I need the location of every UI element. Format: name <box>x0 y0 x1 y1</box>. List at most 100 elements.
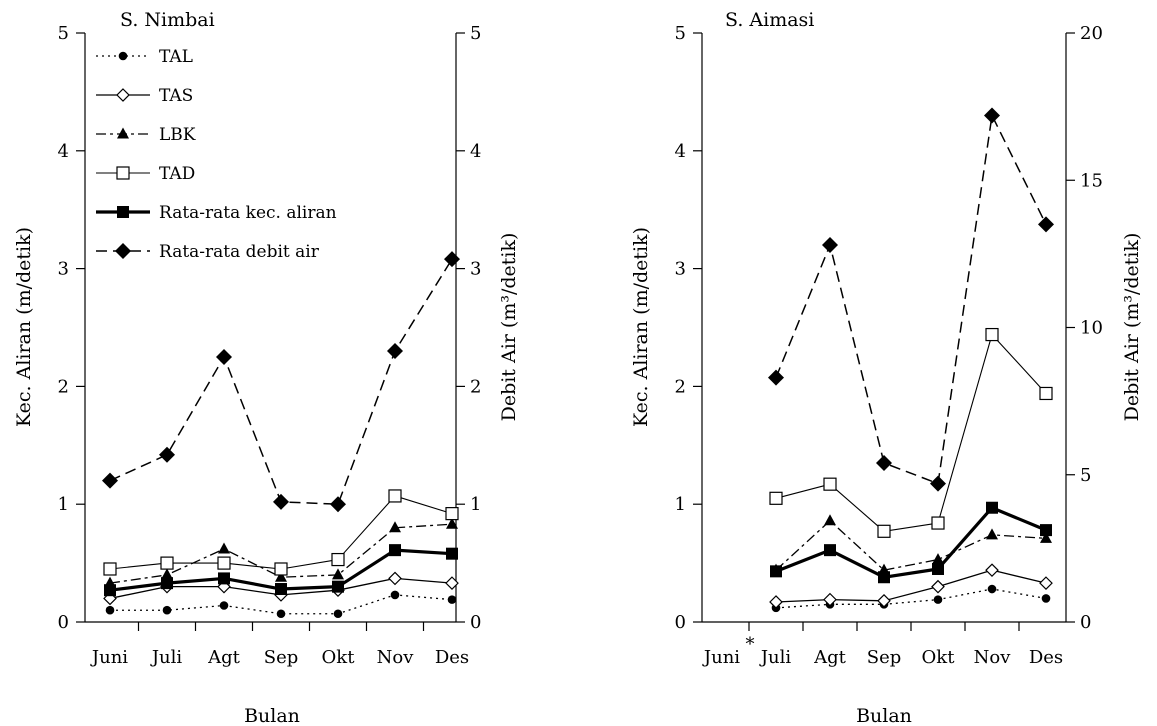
data-point <box>1039 386 1053 401</box>
data-point <box>218 542 230 554</box>
data-point <box>931 516 945 530</box>
series-2 <box>769 563 1053 609</box>
data-point <box>160 556 174 570</box>
data-point <box>446 517 458 529</box>
series-3 <box>770 514 1052 575</box>
y-tick-label-left: 5 <box>675 23 686 44</box>
x-tick-label: Juli <box>759 647 792 668</box>
y-tick-label-left: 3 <box>675 259 686 280</box>
series-line <box>775 114 1047 485</box>
data-point <box>876 454 892 471</box>
series-4 <box>103 489 459 576</box>
y-tick-label-left: 4 <box>675 141 686 162</box>
data-point <box>985 563 999 578</box>
x-tick-asterisk: * <box>746 634 755 655</box>
x-tick-label: Sep <box>867 647 902 668</box>
data-point <box>333 609 343 619</box>
x-tick-label: Agt <box>813 647 847 668</box>
x-tick-label: Nov <box>377 647 415 668</box>
legend-label: TAD <box>159 164 195 184</box>
data-point <box>102 472 118 489</box>
data-point <box>933 595 943 604</box>
y-axis-label-left: Kec. Aliran (m/detik) <box>13 227 35 427</box>
legend-label: TAS <box>159 86 193 106</box>
data-point <box>824 544 836 557</box>
y-tick-label-left: 1 <box>675 494 686 515</box>
data-point <box>984 107 1000 124</box>
data-point <box>162 605 172 615</box>
y-tick-label-left: 5 <box>58 23 69 44</box>
series-line <box>775 334 1047 532</box>
y-tick-label-right: 0 <box>470 612 481 633</box>
y-tick-label-right: 1 <box>470 494 481 515</box>
data-point <box>275 583 287 596</box>
y-tick-label-right: 15 <box>1080 170 1103 191</box>
data-point <box>332 568 344 580</box>
data-point <box>161 568 173 580</box>
y-tick-label-left: 0 <box>58 612 69 633</box>
data-point <box>823 592 837 607</box>
x-tick-label: Des <box>1029 647 1063 668</box>
x-axis-label: Bulan <box>244 705 300 726</box>
series-1 <box>105 590 457 619</box>
x-tick-label: Okt <box>922 647 956 668</box>
x-tick-label: Nov <box>974 647 1012 668</box>
y-tick-label-left: 1 <box>58 494 69 515</box>
series-line <box>775 588 1047 609</box>
data-point <box>1038 216 1054 233</box>
data-point <box>445 507 459 521</box>
data-point <box>332 580 344 593</box>
data-point <box>987 584 997 594</box>
data-point <box>216 348 232 365</box>
chart-title: S. Nimbai <box>120 9 215 31</box>
data-point <box>274 562 288 576</box>
data-point <box>769 491 783 505</box>
data-point <box>159 446 175 463</box>
chart-panel-2: 0 1 2 3 4 5 0 5 10 15 20 Juni Juli Agt Sep Okt Nov Des * S.… <box>630 9 1143 726</box>
x-tick-label: Des <box>435 647 469 668</box>
data-point <box>877 524 891 538</box>
x-tick-label: Agt <box>207 647 241 668</box>
x-tick-label: Okt <box>322 647 356 668</box>
legend-marker <box>117 127 129 139</box>
chart-panel-1: 0 1 2 3 4 5 0 1 2 3 4 5 Juni Juli Agt Sep Okt Nov Des S. Ni… <box>13 9 520 726</box>
data-point <box>388 489 402 503</box>
data-point <box>1039 576 1053 590</box>
y-tick-label-left: 2 <box>58 376 69 397</box>
y-tick-label-right: 5 <box>1080 465 1091 486</box>
legend-label: Rata-rata debit air <box>159 242 320 262</box>
series-line <box>775 569 1047 603</box>
y-tick-label-left: 0 <box>675 612 686 633</box>
y-tick-label-right: 4 <box>470 141 481 162</box>
data-point <box>931 579 945 594</box>
data-point <box>930 475 946 492</box>
data-point <box>822 237 838 254</box>
series-5 <box>770 501 1052 584</box>
y-tick-label-right: 2 <box>470 376 481 397</box>
series-6 <box>102 251 460 513</box>
y-axis-label-right: Debit Air (m³/detik) <box>498 233 520 422</box>
data-point <box>932 553 944 565</box>
series-4 <box>769 327 1053 538</box>
data-point <box>387 343 403 360</box>
y-tick-label-right: 20 <box>1080 23 1103 44</box>
x-axis-label: Bulan <box>856 705 912 726</box>
data-point <box>219 601 229 610</box>
legend-label: LBK <box>159 125 196 145</box>
data-point <box>445 576 459 590</box>
data-point <box>103 562 117 576</box>
series-line <box>775 520 1047 571</box>
data-point <box>986 501 998 514</box>
x-tick-label: Juni <box>702 647 740 668</box>
data-point <box>273 493 289 510</box>
x-tick-label: Juli <box>150 647 183 668</box>
axes <box>693 32 1075 631</box>
y-tick-label-left: 3 <box>58 259 69 280</box>
y-axis-label-right: Debit Air (m³/detik) <box>1121 233 1143 422</box>
series-3 <box>104 517 458 588</box>
series-line <box>775 506 1047 579</box>
data-point <box>161 577 173 590</box>
y-tick-label-left: 4 <box>58 141 69 162</box>
data-point <box>985 327 999 342</box>
data-point <box>986 528 998 540</box>
